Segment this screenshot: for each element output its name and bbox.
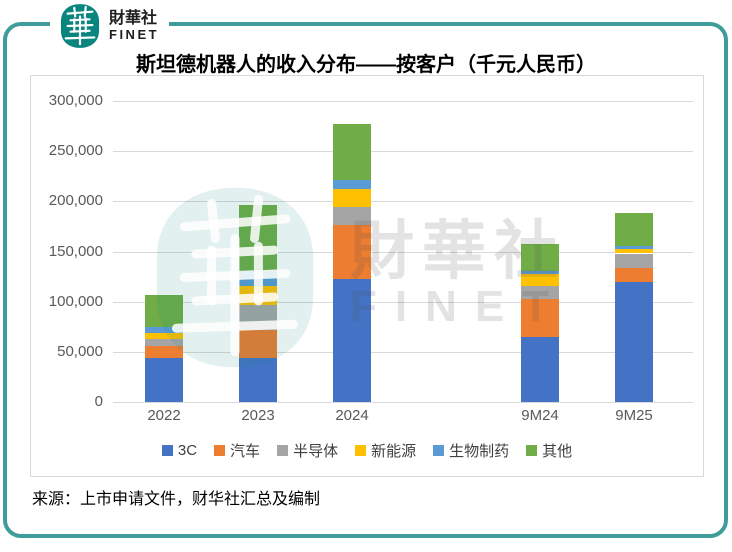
bar-segment-半导体-9M25 — [615, 253, 653, 269]
chart-legend: 3C 汽车 半导体 新能源 生物制药 其他 — [31, 440, 703, 461]
legend-swatch — [214, 445, 226, 456]
x-axis-label: 9M25 — [615, 407, 653, 424]
finet-logo-icon — [60, 4, 100, 48]
y-axis-tick-label: 300,000 — [48, 92, 103, 109]
gridline — [113, 251, 693, 253]
x-axis-label: 2022 — [147, 407, 181, 424]
brand-name-english: FINET — [109, 26, 160, 42]
legend-swatch — [526, 445, 538, 456]
chart-plot-area: 300,000 250,000 200,000 150,000 100,000 50,00… — [30, 75, 704, 477]
legend-item-生物制药: 生物制药 — [433, 440, 509, 461]
legend-swatch — [355, 445, 367, 456]
bar-segment-汽车-2022 — [145, 345, 183, 358]
bar-segment-汽车-2023 — [239, 329, 277, 358]
gridline — [113, 151, 693, 153]
bar-segment-新能源-2024 — [333, 189, 371, 208]
finet-logo-badge: 財華社 FINET — [50, 0, 170, 52]
bar-segment-生物制药-2024 — [333, 180, 371, 190]
y-axis-tick-label: 0 — [94, 393, 103, 410]
x-axis-label: 2023 — [241, 407, 275, 424]
bar-segment-3C-2024 — [333, 278, 371, 402]
legend-item-其他: 其他 — [526, 440, 572, 461]
bar-segment-新能源-2023 — [239, 285, 277, 305]
legend-label: 新能源 — [371, 443, 417, 460]
gridline — [113, 101, 693, 102]
legend-label: 其他 — [542, 443, 573, 460]
gridline — [113, 402, 693, 403]
legend-label: 汽车 — [230, 443, 261, 460]
gridline — [113, 301, 693, 303]
brand-text: 財華社 FINET — [109, 10, 159, 42]
legend-swatch — [433, 445, 445, 456]
bar-segment-汽车-2024 — [333, 224, 371, 279]
y-axis-tick-label: 200,000 — [48, 192, 103, 210]
legend-label: 半导体 — [293, 443, 339, 460]
legend-swatch — [277, 445, 289, 456]
legend-item-半导体: 半导体 — [277, 440, 338, 461]
y-axis-tick-label: 50,000 — [57, 342, 103, 360]
bar-segment-其他-9M24 — [521, 243, 559, 271]
bar-segment-其他-9M25 — [615, 213, 653, 246]
y-axis-tick-label: 100,000 — [48, 292, 103, 310]
x-axis-label: 2024 — [335, 407, 369, 424]
legend-label: 生物制药 — [449, 443, 510, 460]
bar-segment-新能源-9M24 — [521, 274, 559, 286]
bar-segment-新能源-9M25 — [615, 248, 653, 254]
bar-segment-新能源-2022 — [145, 333, 183, 339]
bar-segment-汽车-9M24 — [521, 298, 559, 337]
bar-segment-半导体-2022 — [145, 338, 183, 346]
gridline — [113, 201, 693, 203]
bar-segment-3C-2023 — [239, 357, 277, 402]
x-axis-label: 9M24 — [521, 407, 559, 424]
legend-item-3C: 3C — [161, 442, 198, 459]
bar-segment-生物制药-9M24 — [521, 270, 559, 275]
bar-segment-生物制药-2022 — [145, 326, 183, 334]
brand-name-chinese: 財華社 — [109, 10, 158, 28]
bar-segment-生物制药-9M25 — [615, 245, 653, 249]
gridline — [113, 351, 693, 353]
chart-title: 斯坦德机器人的收入分布——按客户（千元人民币） — [136, 54, 596, 76]
legend-swatch — [161, 445, 173, 456]
bar-segment-3C-9M25 — [615, 281, 653, 402]
bar-segment-3C-9M24 — [521, 336, 559, 402]
y-axis-tick-label: 150,000 — [48, 242, 103, 260]
y-axis-tick-label: 250,000 — [48, 142, 103, 160]
legend-item-新能源: 新能源 — [355, 440, 416, 461]
bar-segment-其他-2024 — [333, 123, 371, 181]
bar-segment-其他-2022 — [145, 295, 183, 327]
legend-label: 3C — [177, 442, 198, 459]
bar-segment-生物制药-2023 — [239, 270, 277, 286]
source-note: 来源：上市申请文件，财华社汇总及编制 — [32, 491, 321, 508]
bar-segment-其他-2023 — [239, 205, 277, 271]
bar-segment-汽车-9M25 — [615, 268, 653, 282]
bar-segment-半导体-9M24 — [521, 285, 559, 299]
bar-segment-3C-2022 — [145, 357, 183, 402]
legend-item-汽车: 汽车 — [214, 440, 260, 461]
bar-segment-半导体-2023 — [239, 304, 277, 330]
bar-segment-半导体-2024 — [333, 207, 371, 225]
